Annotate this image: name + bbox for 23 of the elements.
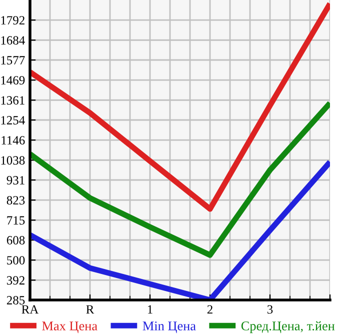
y-tick-label: 392: [6, 276, 24, 285]
y-tick-label: 823: [6, 196, 25, 205]
y-tick-label: 1038: [1, 156, 25, 165]
legend-label: Сред.Цена, т.йен: [241, 321, 335, 334]
y-tick-label: 608: [6, 236, 25, 244]
y-tick-label: 500: [7, 256, 25, 265]
x-tick-label: 3: [267, 305, 273, 314]
y-tick-label: 1792: [1, 16, 24, 25]
y-tick-label: 715: [7, 216, 25, 225]
y-tick-label: 1469: [1, 76, 25, 85]
y-tick-label: 931: [6, 176, 24, 184]
y-tick-label: 1361: [1, 96, 24, 105]
y-tick-label: 1254: [1, 116, 25, 124]
x-tick-label: R: [86, 305, 94, 314]
x-tick-label: 1: [148, 305, 152, 314]
x-tick-label: 2: [207, 305, 212, 314]
y-tick-label: 1577: [1, 56, 25, 64]
y-tick-label: 1146: [2, 136, 25, 145]
y-tick-label: 285: [6, 296, 25, 304]
legend-label: Max Цена: [42, 322, 98, 334]
x-tick-label: RA: [22, 305, 39, 314]
y-tick-label: 1684: [1, 36, 25, 45]
legend-label: Min Цена: [142, 322, 196, 334]
